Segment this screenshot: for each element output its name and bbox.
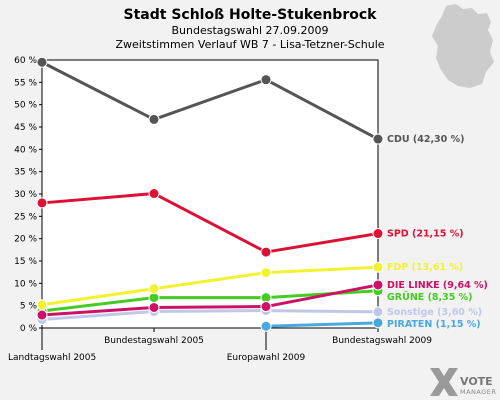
- series-line: [41, 309, 379, 322]
- series-label: Sonstige (3,60 %): [387, 307, 482, 318]
- data-point: [372, 306, 384, 318]
- y-tick-label: 35 %: [14, 168, 37, 178]
- data-point: [260, 267, 272, 279]
- data-point: [372, 133, 384, 145]
- series-line: [41, 283, 379, 317]
- y-tick-label: 60 %: [14, 56, 37, 66]
- y-tick-label: 50 %: [14, 101, 37, 111]
- series-line: [41, 265, 379, 307]
- vote-manager-logo: VOTE MANAGER: [430, 368, 496, 396]
- data-point: [36, 197, 48, 209]
- data-point: [36, 56, 48, 68]
- data-point: [260, 74, 272, 86]
- x-tick-label: Bundestagswahl 2005: [104, 336, 204, 346]
- series-labels: CDU (42,30 %) SPD (21,15 %) FDP (13,61 %) D…: [387, 134, 488, 330]
- data-point: [372, 261, 384, 273]
- series-label: PIRATEN (1,15 %): [387, 319, 481, 330]
- data-point: [148, 301, 160, 313]
- x-tick-label: Landtagswahl 2005: [8, 353, 96, 363]
- germany-map-icon: [432, 4, 494, 88]
- data-point: [260, 246, 272, 258]
- y-tick-label: 30 %: [14, 190, 37, 200]
- y-tick-label: 40 %: [14, 145, 37, 155]
- chart-subtitle: Bundestagswahl 27.09.2009: [172, 24, 329, 37]
- x-tick-label: Europawahl 2009: [227, 353, 306, 363]
- data-point: [372, 279, 384, 291]
- y-tick-label: 10 %: [14, 279, 37, 289]
- y-axis: 0 % 5 % 10 % 15 % 20 % 25 % 30 % 35 % 40 % 45 % 50…: [14, 56, 42, 334]
- logo-x-icon: [430, 368, 458, 396]
- y-tick-label: 20 %: [14, 235, 37, 245]
- y-tick-label: 5 %: [20, 302, 38, 312]
- y-tick-label: 25 %: [14, 212, 37, 222]
- y-tick-label: 0 %: [20, 324, 38, 334]
- data-point: [260, 301, 272, 313]
- series-layer: [36, 56, 384, 332]
- series-line: [41, 60, 379, 141]
- series-label: FDP (13,61 %): [387, 262, 463, 273]
- series-line: [41, 289, 379, 313]
- data-point: [36, 299, 48, 311]
- chart-subtitle-2: Zweitstimmen Verlauf WB 7 - Lisa-Tetzner…: [115, 38, 384, 51]
- series-label: CDU (42,30 %): [387, 134, 464, 145]
- plot-area: [41, 59, 379, 329]
- y-tick-label: 45 %: [14, 123, 37, 133]
- data-point: [260, 320, 272, 332]
- x-tick-label: Bundestagswahl 2009: [332, 336, 432, 346]
- data-point: [372, 228, 384, 240]
- logo-sub: MANAGER: [460, 388, 496, 396]
- logo-name: VOTE: [460, 375, 493, 388]
- series-label: DIE LINKE (9,64 %): [387, 280, 488, 291]
- data-point: [148, 283, 160, 295]
- y-tick-label: 55 %: [14, 78, 37, 88]
- x-axis: Landtagswahl 2005 Bundestagswahl 2005 Euro…: [8, 328, 432, 363]
- series-line: [265, 321, 379, 328]
- data-point: [36, 309, 48, 321]
- chart-title: Stadt Schloß Holte-Stukenbrock: [124, 7, 378, 23]
- data-point: [148, 188, 160, 200]
- series-label: SPD (21,15 %): [387, 229, 464, 240]
- data-point: [372, 317, 384, 329]
- series-line: [41, 192, 379, 254]
- data-point: [148, 113, 160, 125]
- y-tick-label: 15 %: [14, 257, 37, 267]
- series-label: GRÜNE (8,35 %): [387, 292, 473, 303]
